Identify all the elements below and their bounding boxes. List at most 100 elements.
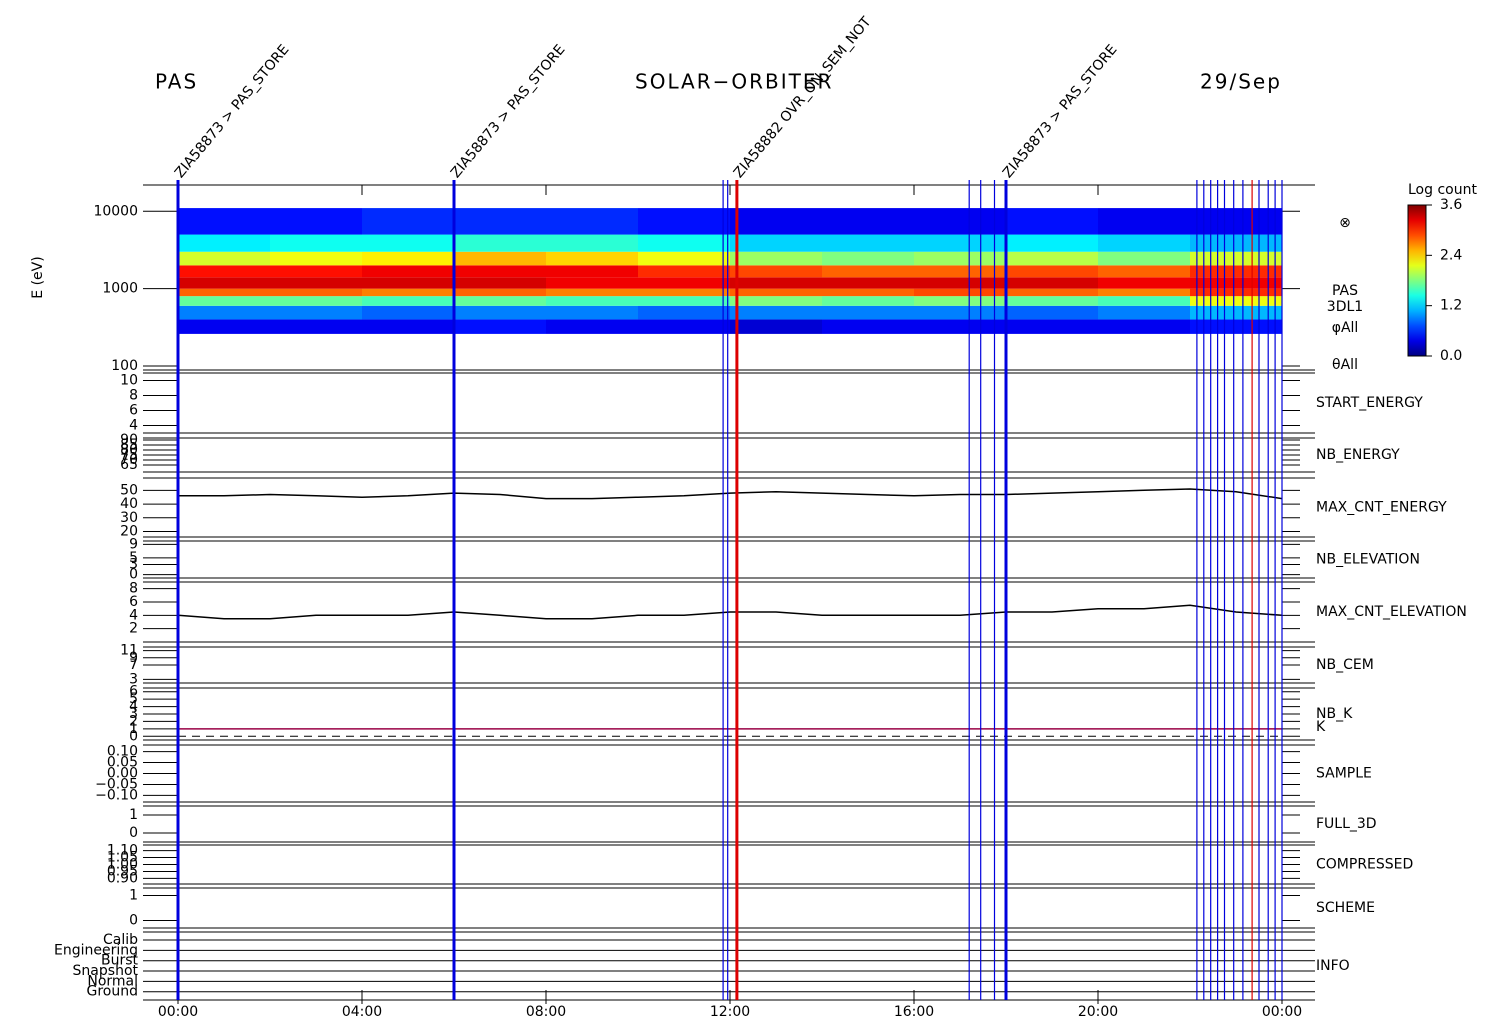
y-tick-label: 0.90	[107, 870, 138, 886]
heat-cell	[1006, 234, 1098, 252]
y-tick-label: 0.00	[107, 766, 138, 782]
y-tick-label: 8	[129, 388, 138, 404]
heat-cell	[454, 288, 546, 297]
colorbar-tick-label: 3.6	[1440, 197, 1462, 213]
x-tick-label: 20:00	[1078, 1004, 1118, 1020]
heat-cell	[914, 277, 1006, 289]
heat-cell	[1190, 265, 1282, 278]
y-tick-label: 0.05	[107, 755, 138, 771]
heat-cell	[454, 296, 546, 306]
side-label: φAll	[1332, 320, 1359, 336]
side-label: ⊗	[1339, 215, 1351, 231]
heat-cell	[178, 277, 270, 289]
heat-cell	[270, 277, 362, 289]
event-label: ZIA58882 OVR_ON_SEM_NOT	[731, 14, 875, 181]
side-label: 3DL1	[1327, 299, 1363, 315]
heat-cell	[270, 265, 362, 278]
y-tick-label: 2	[129, 621, 138, 637]
heat-cell	[730, 208, 822, 235]
panel-label: NB_CEM	[1316, 657, 1374, 673]
heat-cell	[822, 277, 914, 289]
y-tick-label: 4	[129, 418, 138, 434]
heat-cell	[546, 296, 638, 306]
heat-cell	[1098, 296, 1190, 306]
y-tick-label: 8	[129, 581, 138, 597]
x-tick-label: 08:00	[526, 1004, 566, 1020]
heat-cell	[1190, 277, 1282, 289]
heat-cell	[638, 251, 730, 266]
y-tick-label: −0.05	[95, 776, 138, 792]
heat-cell	[546, 251, 638, 266]
heat-cell	[1098, 234, 1190, 252]
heat-cell	[362, 319, 454, 334]
heat-cell	[454, 305, 546, 320]
heat-cell	[638, 265, 730, 278]
heat-cell	[362, 251, 454, 266]
y-tick-label: 1	[129, 807, 138, 823]
heat-cell	[178, 288, 270, 297]
y-tick-label: 4	[129, 607, 138, 623]
heat-cell	[178, 234, 270, 252]
panel-label: NB_K	[1316, 706, 1353, 722]
heat-cell	[1006, 277, 1098, 289]
heat-cell	[270, 208, 362, 235]
y-tick-label: 20	[120, 524, 138, 540]
heat-cell	[270, 234, 362, 252]
heat-cell	[730, 277, 822, 289]
heat-cell	[914, 296, 1006, 306]
heat-cell	[730, 265, 822, 278]
y-tick-label: 1	[129, 721, 138, 737]
heat-cell	[454, 234, 546, 252]
heat-cell	[914, 265, 1006, 278]
y-tick-label: 50	[120, 482, 138, 498]
y-tick-label: 1.10	[107, 843, 138, 859]
heat-cell	[730, 305, 822, 320]
heat-cell	[546, 265, 638, 278]
heat-cell	[1006, 296, 1098, 306]
heat-cell	[362, 277, 454, 289]
mission: SOLAR−ORBITER	[635, 70, 833, 94]
category-label: Burst	[101, 953, 139, 969]
series-label: K	[1316, 719, 1326, 735]
y-tick-label: 70	[120, 452, 138, 468]
heat-cell	[178, 208, 270, 235]
heat-cell	[822, 288, 914, 297]
y-tick-label: 9	[129, 650, 138, 666]
heat-cell	[270, 319, 362, 334]
heat-cell	[1098, 288, 1190, 297]
heat-cell	[730, 251, 822, 266]
heat-cell	[1098, 319, 1190, 334]
heat-cell	[362, 296, 454, 306]
heat-cell	[546, 234, 638, 252]
heat-cell	[454, 277, 546, 289]
y-tick-label: 65	[120, 457, 138, 473]
event-label: ZIA58873 > PAS_STORE	[448, 42, 569, 181]
x-tick-label: 12:00	[710, 1004, 750, 1020]
heat-cell	[1006, 319, 1098, 334]
heat-cell	[730, 234, 822, 252]
heat-cell	[1098, 305, 1190, 320]
category-label: Normal	[87, 973, 138, 989]
panel-label: COMPRESSED	[1316, 857, 1413, 873]
category-label: Calib	[103, 932, 138, 948]
heat-cell	[1190, 288, 1282, 297]
panel-label: MAX_CNT_ELEVATION	[1316, 604, 1467, 620]
heat-cell	[914, 234, 1006, 252]
panel-label: START_ENERGY	[1316, 395, 1423, 411]
category-label: Ground	[87, 984, 139, 1000]
heat-cell	[730, 288, 822, 297]
y-tick-label: 5	[129, 691, 138, 707]
panel-label: NB_ELEVATION	[1316, 552, 1420, 568]
heat-cell	[638, 288, 730, 297]
heat-cell	[1098, 208, 1190, 235]
heat-cell	[454, 251, 546, 266]
x-tick-label: 16:00	[894, 1004, 934, 1020]
heat-cell	[822, 251, 914, 266]
y-tick-label: 3	[129, 671, 138, 687]
y-tick-label: 1000	[102, 281, 138, 297]
heat-cell	[914, 251, 1006, 266]
panel-label: SAMPLE	[1316, 766, 1372, 782]
panel-label: NB_ENERGY	[1316, 447, 1400, 463]
y-tick-label: 0	[129, 825, 138, 841]
